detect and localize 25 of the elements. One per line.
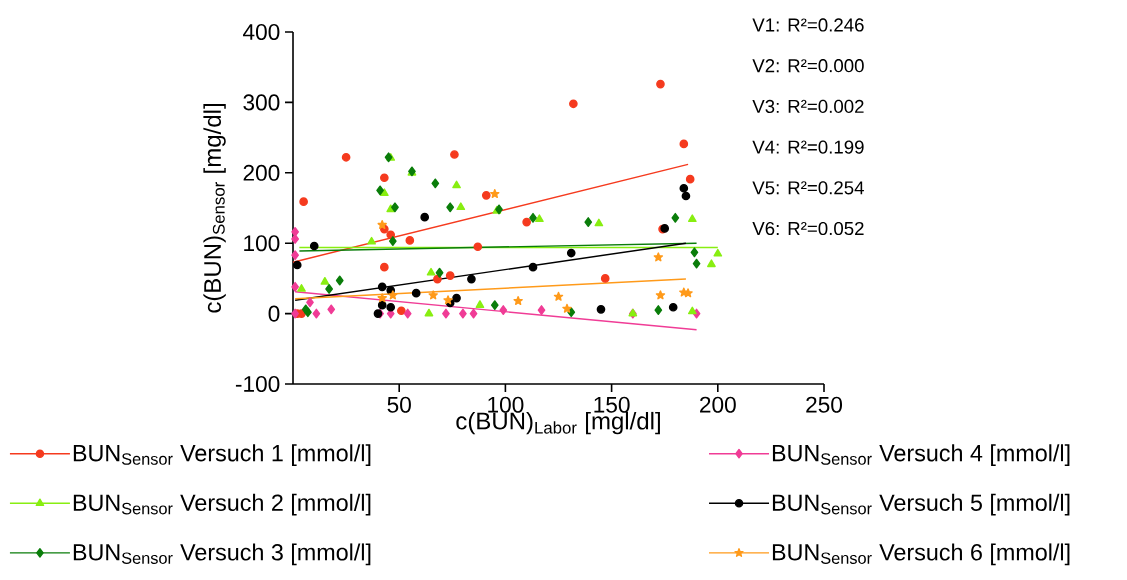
legend-label: BUN$_{Sensor}$ Versuch 6 [mmol/l]: [772, 543, 1070, 566]
annotation: V4: R²=0.199: [752, 140, 864, 154]
y-axis-title: c(BUN)$_{Sensor}$ [mg/dl]: [203, 104, 226, 313]
annotation: V5: R²=0.254: [752, 181, 864, 195]
x-tick-label: 200: [700, 396, 736, 413]
y-tick-label: 300: [243, 94, 280, 111]
legend-label: BUN$_{Sensor}$ Versuch 3 [mmol/l]: [73, 543, 371, 566]
legend-label: BUN$_{Sensor}$ Versuch 1 [mmol/l]: [73, 444, 371, 467]
legend-label: BUN$_{Sensor}$ Versuch 2 [mmol/l]: [73, 493, 371, 516]
y-tick-label: 400: [243, 23, 280, 41]
annotation: V2: R²=0.000: [752, 59, 864, 73]
legend-label: BUN$_{Sensor}$ Versuch 5 [mmol/l]: [772, 493, 1070, 516]
y-tick-label: -100: [235, 375, 280, 393]
y-tick-label: 0: [268, 305, 280, 322]
annotation: V3: R²=0.002: [752, 99, 864, 114]
text: V1: R²=0.246: [752, 18, 864, 32]
y-tick-label: 200: [243, 164, 280, 181]
x-tick-label: 50: [387, 396, 411, 413]
legend-label: BUN$_{Sensor}$ Versuch 4 [mmol/l]: [772, 444, 1070, 467]
x-tick-label: 150: [594, 396, 630, 413]
y-tick-label: 100: [244, 235, 280, 252]
x-tick-label: 250: [806, 396, 843, 413]
x-axis-title: c(BUN)$_{Labor}$ [mgl/dl]: [456, 411, 660, 435]
annotation: V6: R²=0.052: [752, 221, 864, 236]
x-tick-label: 100: [488, 396, 524, 413]
